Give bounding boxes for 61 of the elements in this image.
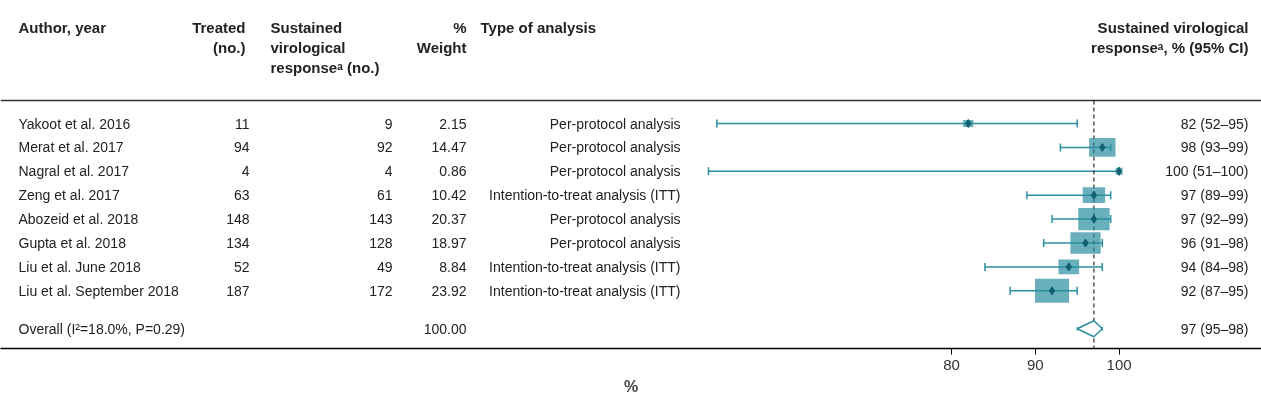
annotation: Per-protocol analysis <box>549 139 681 156</box>
text: % Weight <box>416 18 467 56</box>
annotation: 92 <box>376 139 393 156</box>
y-tick-label: Yakoot et al. 2016 <box>18 115 131 132</box>
text: 94 (84–98) <box>1180 258 1249 275</box>
annotation: 143 <box>369 211 393 228</box>
annotation: Per-protocol analysis <box>549 211 681 228</box>
annotation: 23.92 <box>431 282 467 299</box>
text: 97 (95–98) <box>1180 320 1249 337</box>
annotation: 61 <box>376 187 393 204</box>
annotation: 20.37 <box>431 211 467 228</box>
text: Sustained virological responseᵃ, % (95% CI) <box>1091 18 1249 56</box>
annotation: 134 <box>226 235 250 251</box>
annotation: 0.86 <box>439 163 467 180</box>
y-tick-label: Merat et al. 2017 <box>18 139 124 156</box>
annotation: 172 <box>369 282 393 299</box>
y-tick-label: Gupta et al. 2018 <box>18 235 127 251</box>
annotation: Per-protocol analysis <box>549 115 681 132</box>
annotation: Per-protocol analysis <box>549 235 681 251</box>
y-tick-label: Abozeid et al. 2018 <box>18 211 139 228</box>
annotation: 14.47 <box>431 139 467 156</box>
annotation: Intention-to-treat analysis (ITT) <box>489 282 681 299</box>
text: 96 (91–98) <box>1180 235 1249 251</box>
text: Sustained virological responseᵃ (no.) <box>270 18 380 77</box>
y-tick-label: Zeng et al. 2017 <box>18 187 120 204</box>
annotation: 94 <box>233 139 250 156</box>
text: 100 (51–100) <box>1165 163 1249 180</box>
y-tick-label: Nagral et al. 2017 <box>18 163 130 180</box>
x-tick-label: 100 <box>1106 355 1132 373</box>
annotation: 52 <box>233 258 250 275</box>
text: 98 (93–99) <box>1180 139 1249 156</box>
text: Treated (no.) <box>192 18 246 56</box>
y-axis-title: Author, year <box>18 18 107 36</box>
y-tick-label: Liu et al. June 2018 <box>18 258 141 275</box>
text: Type of analysis <box>480 18 597 36</box>
annotation: Per-protocol analysis <box>549 163 681 180</box>
x-tick-label: 90 <box>1026 355 1044 373</box>
annotation: Intention-to-treat analysis (ITT) <box>489 258 681 275</box>
annotation: 100.00 <box>423 320 467 337</box>
annotation: 63 <box>233 187 250 204</box>
annotation: 128 <box>369 235 393 251</box>
annotation: 49 <box>376 258 393 275</box>
annotation: 10.42 <box>431 187 467 204</box>
text: 97 (89–99) <box>1180 187 1249 204</box>
y-tick-label: Liu et al. September 2018 <box>18 282 180 299</box>
text: 97 (92–99) <box>1180 211 1249 228</box>
text: 82 (52–95) <box>1180 115 1249 132</box>
annotation: Intention-to-treat analysis (ITT) <box>489 187 681 204</box>
annotation: 8.84 <box>439 258 467 275</box>
y-tick-label: Overall (I²=18.0%, P=0.29) <box>18 320 186 337</box>
annotation: 187 <box>226 282 250 299</box>
annotation: 9 <box>384 115 393 132</box>
x-axis-title: % <box>623 377 639 395</box>
annotation: 4 <box>384 163 393 180</box>
annotation: 4 <box>241 163 250 180</box>
annotation: 148 <box>226 211 250 228</box>
annotation: 2.15 <box>439 115 467 132</box>
text: 92 (87–95) <box>1180 282 1249 299</box>
annotation: 18.97 <box>431 235 467 251</box>
x-tick-label: 80 <box>943 355 960 373</box>
annotation: 11 <box>234 115 250 132</box>
